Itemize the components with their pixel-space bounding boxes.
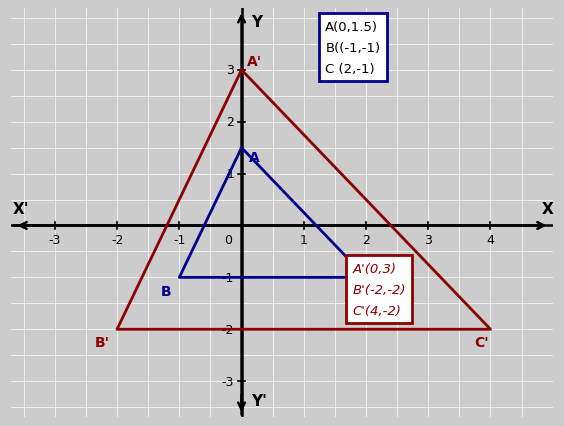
Text: A'(0,3)
B'(-2,-2)
C'(4,-2): A'(0,3) B'(-2,-2) C'(4,-2)	[352, 262, 406, 317]
Text: A: A	[249, 151, 260, 165]
Text: C: C	[373, 280, 384, 294]
Text: Y': Y'	[251, 393, 267, 408]
Text: -1: -1	[222, 271, 234, 284]
Text: X': X'	[12, 201, 29, 217]
Text: 2: 2	[226, 116, 234, 129]
Text: A(0,1.5)
B((-1,-1)
C (2,-1): A(0,1.5) B((-1,-1) C (2,-1)	[325, 21, 381, 76]
Text: -1: -1	[173, 234, 186, 247]
Text: A': A'	[246, 55, 262, 69]
Text: C': C'	[474, 336, 488, 350]
Text: 3: 3	[424, 234, 432, 247]
Text: B: B	[161, 284, 172, 298]
Text: 3: 3	[226, 64, 234, 77]
Text: 2: 2	[362, 234, 370, 247]
Text: B': B'	[95, 336, 109, 350]
Text: X: X	[542, 201, 554, 217]
Text: -3: -3	[49, 234, 61, 247]
Text: 1: 1	[300, 234, 308, 247]
Text: 0: 0	[224, 234, 232, 247]
Text: Y: Y	[251, 15, 262, 30]
Text: 4: 4	[487, 234, 495, 247]
Text: -2: -2	[222, 323, 234, 336]
Text: 1: 1	[226, 168, 234, 181]
Text: -3: -3	[222, 375, 234, 388]
Text: -2: -2	[111, 234, 124, 247]
